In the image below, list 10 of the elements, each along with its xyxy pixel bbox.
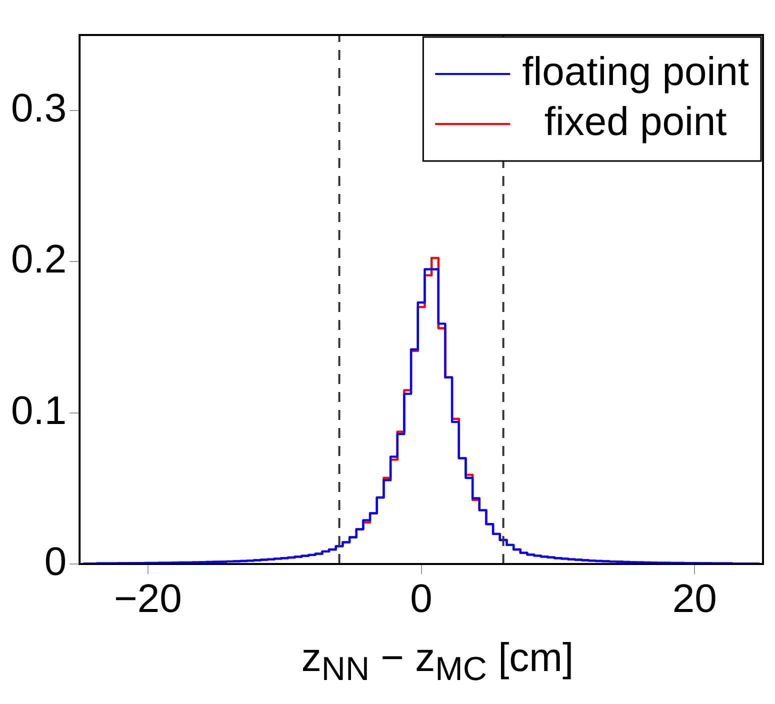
x-tick-label: 0: [410, 577, 432, 622]
y-tick-label: 0.2: [10, 238, 67, 282]
x-axis-title: z$_{NN}$ − z$_{MC}$ [cm]: [300, 635, 575, 690]
y-tick-label: 0.3: [10, 86, 67, 131]
y-tick-label: 0.1: [10, 388, 67, 433]
legend-label: fixed point: [544, 100, 727, 144]
x-tick-label: −20: [114, 577, 182, 622]
x-tick-label: 20: [672, 577, 717, 622]
y-tick-label: 0: [44, 540, 67, 584]
legend-label: floating point: [522, 50, 750, 94]
